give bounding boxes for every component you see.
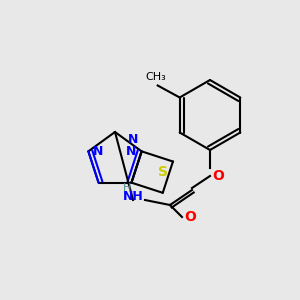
Text: N: N	[126, 145, 136, 158]
Text: N: N	[128, 133, 139, 146]
Text: NH: NH	[123, 190, 143, 203]
Text: O: O	[184, 210, 196, 224]
Text: CH₃: CH₃	[145, 73, 166, 82]
Text: S: S	[158, 164, 168, 178]
Text: O: O	[212, 169, 224, 183]
Text: H: H	[123, 183, 131, 193]
Text: N: N	[93, 145, 104, 158]
